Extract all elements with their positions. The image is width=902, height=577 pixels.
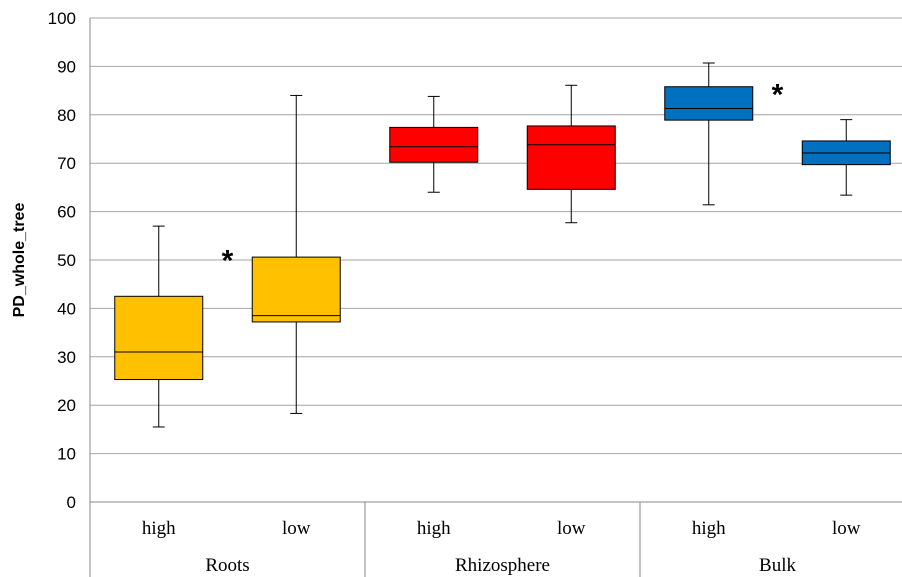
gridlines <box>90 17 902 503</box>
significance-marker: * <box>222 244 234 277</box>
group-label: Rhizosphere <box>455 555 550 576</box>
significance-marker: * <box>772 79 784 112</box>
category-label: high <box>142 518 176 539</box>
y-tick-label: 100 <box>48 9 76 28</box>
y-tick-label: 60 <box>57 203 76 222</box>
labels: 0 10 20 30 40 50 60 70 80 90 100 PD_whole_tree Roots… <box>11 9 861 576</box>
y-tick-label: 30 <box>57 348 76 367</box>
y-axis-label: PD_whole_tree <box>11 203 28 318</box>
boxes <box>114 62 891 428</box>
axes <box>89 18 902 577</box>
y-tick-label: 10 <box>57 445 76 464</box>
y-tick-label: 70 <box>57 154 76 173</box>
category-label: high <box>692 518 726 539</box>
y-tick-label: 80 <box>57 106 76 125</box>
box-roots-low <box>251 256 341 323</box>
box-roots-high <box>114 295 204 381</box>
group-label: Bulk <box>759 555 796 576</box>
group-label: Roots <box>205 555 249 576</box>
category-label: high <box>417 518 451 539</box>
category-label: low <box>832 518 861 539</box>
y-tick-label: 0 <box>67 493 76 512</box>
box-rhizosphere-high <box>389 126 479 163</box>
category-label: low <box>557 518 586 539</box>
box-rhizosphere-low <box>526 125 616 190</box>
y-tick-label: 20 <box>57 396 76 415</box>
y-tick-label: 40 <box>57 299 76 318</box>
category-label: low <box>282 518 311 539</box>
box-bulk-high <box>664 86 754 121</box>
y-tick-label: 90 <box>57 57 76 76</box>
y-tick-label: 50 <box>57 251 76 270</box>
